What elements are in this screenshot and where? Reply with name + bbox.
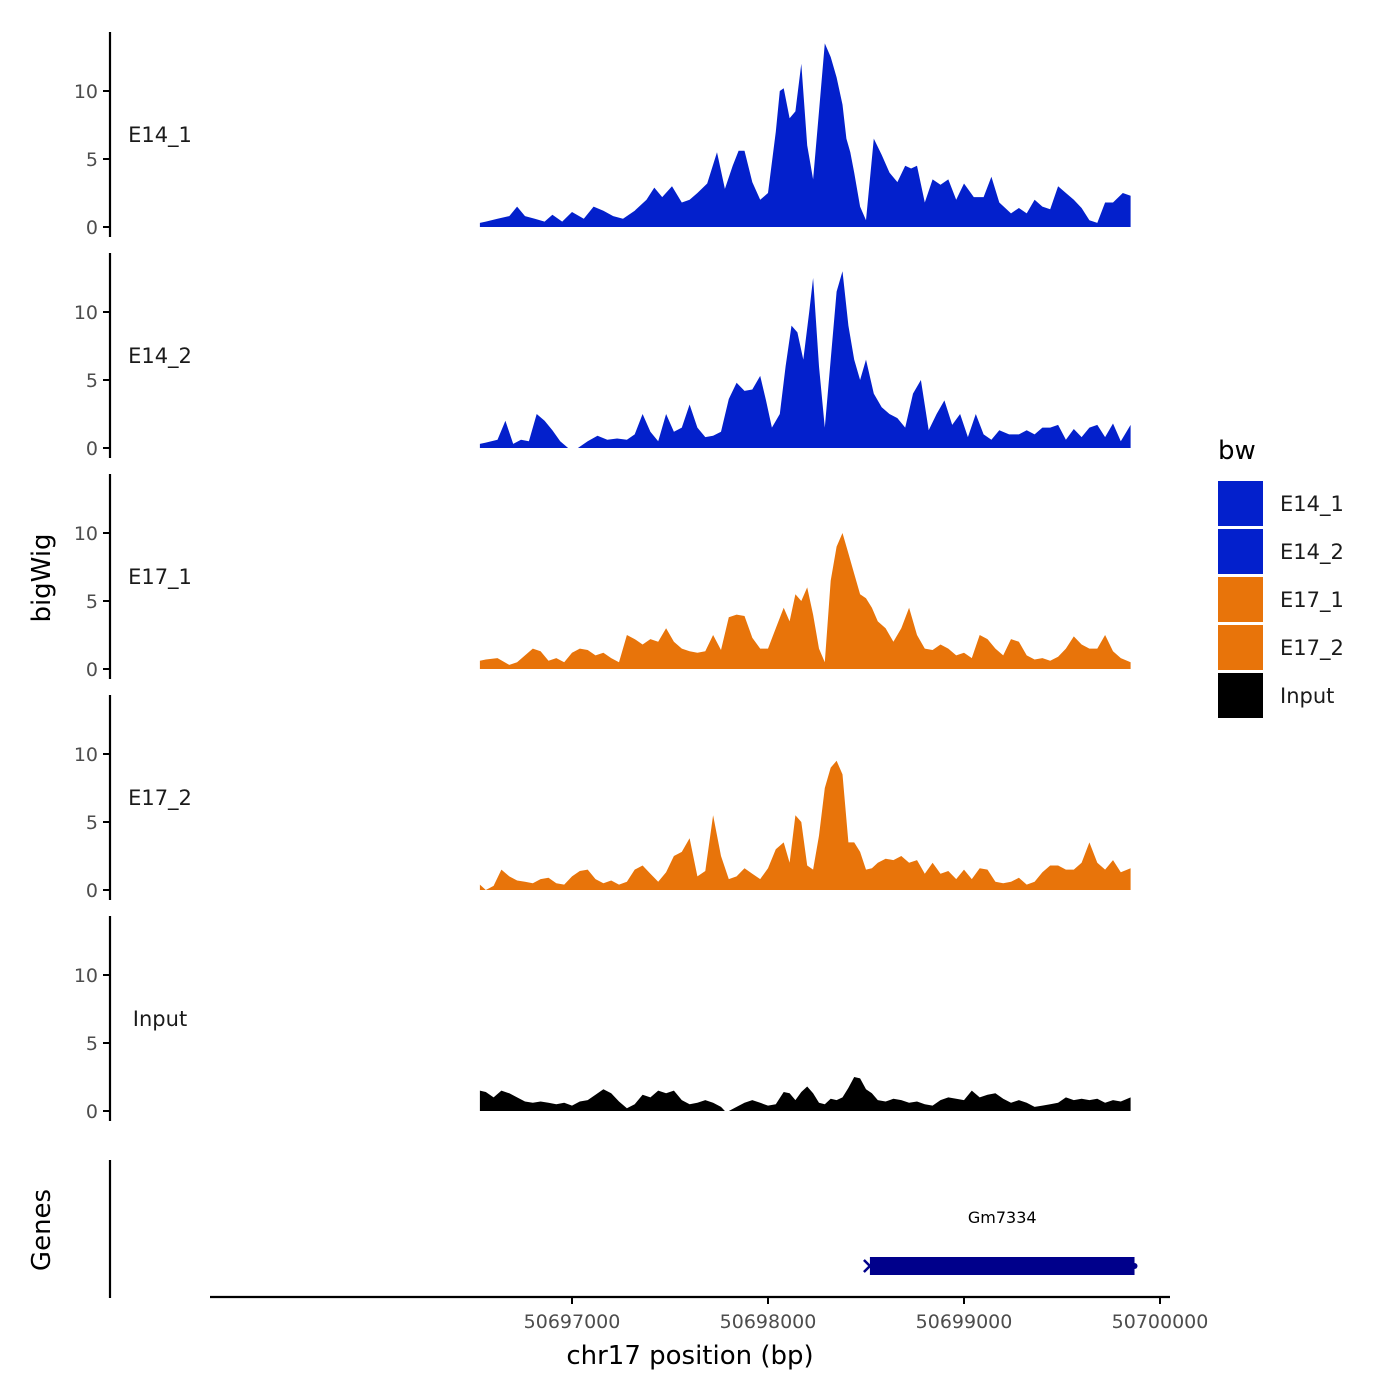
legend-label: E17_1	[1280, 588, 1344, 613]
x-tick-label: 50699000	[916, 1311, 1013, 1333]
signal-area-E14_2	[479, 271, 1131, 448]
track-Input: 0 5 10 Input	[74, 916, 1131, 1123]
track-label: E14_2	[128, 344, 192, 369]
signal-area-Input	[479, 1077, 1131, 1111]
legend-swatch-E14_1	[1218, 481, 1263, 526]
y-tick-label: 10	[74, 302, 98, 324]
legend-label: E14_1	[1280, 492, 1344, 517]
legend-label: E17_2	[1280, 636, 1344, 661]
gene-body	[869, 1257, 1135, 1275]
y-tick-label: 5	[86, 1033, 98, 1055]
y-tick-label: 0	[86, 880, 98, 902]
legend-label: Input	[1280, 684, 1334, 708]
legend-title: bw	[1218, 436, 1256, 466]
legend-swatch-E14_2	[1218, 529, 1263, 574]
track-E17_2: 0 5 10 E17_2	[74, 695, 1131, 902]
signal-area-E17_1	[479, 533, 1131, 669]
strand-arrow-icon	[863, 1259, 872, 1273]
legend: bw E14_1 E14_2 E17_1 E17_2 Input	[1218, 436, 1344, 718]
y-tick-label: 10	[74, 744, 98, 766]
y-tick-label: 5	[86, 812, 98, 834]
y-tick-label: 10	[74, 965, 98, 987]
track-label: E17_1	[128, 565, 192, 590]
genes-axis-title: Genes	[27, 1189, 57, 1271]
y-tick-label: 10	[74, 523, 98, 545]
y-tick-label: 0	[86, 217, 98, 239]
x-tick-label: 50697000	[524, 1311, 621, 1333]
y-tick-label: 5	[86, 149, 98, 171]
gene-end-marker	[1131, 1263, 1138, 1269]
y-tick-label: 5	[86, 370, 98, 392]
y-axis-title: bigWig	[27, 533, 57, 622]
y-tick-label: 0	[86, 659, 98, 681]
track-label: Input	[133, 1007, 187, 1031]
track-E17_1: 0 5 10 E17_1	[74, 474, 1131, 681]
signal-area-E17_2	[479, 760, 1131, 890]
legend-swatch-Input	[1218, 673, 1263, 718]
legend-swatch-E17_1	[1218, 577, 1263, 622]
y-tick-label: 0	[86, 438, 98, 460]
x-axis: 50697000 50698000 50699000 50700000	[210, 1295, 1209, 1333]
track-E14_2: 0 5 10 E14_2	[74, 253, 1131, 460]
gene-label: Gm7334	[968, 1208, 1037, 1227]
y-tick-label: 0	[86, 1101, 98, 1123]
track-label: E17_2	[128, 786, 192, 811]
y-tick-label: 5	[86, 591, 98, 613]
track-label: E14_1	[128, 123, 192, 148]
gene-Gm7334: Gm7334	[863, 1208, 1138, 1275]
signal-tracks: 0 5 10 E14_1 0 5 10 E14_2 0 5 10 E17_1 0 5 10 E17_2 0 5 10…	[74, 32, 1131, 1123]
legend-swatch-E17_2	[1218, 625, 1263, 670]
x-axis-title: chr17 position (bp)	[566, 1341, 813, 1371]
signal-area-E14_1	[479, 43, 1131, 228]
x-tick-label: 50698000	[720, 1311, 817, 1333]
track-E14_1: 0 5 10 E14_1	[74, 32, 1131, 239]
genes-panel: Gm7334	[108, 1160, 1138, 1298]
legend-label: E14_2	[1280, 540, 1344, 565]
x-tick-label: 50700000	[1112, 1311, 1209, 1333]
y-tick-label: 10	[74, 81, 98, 103]
